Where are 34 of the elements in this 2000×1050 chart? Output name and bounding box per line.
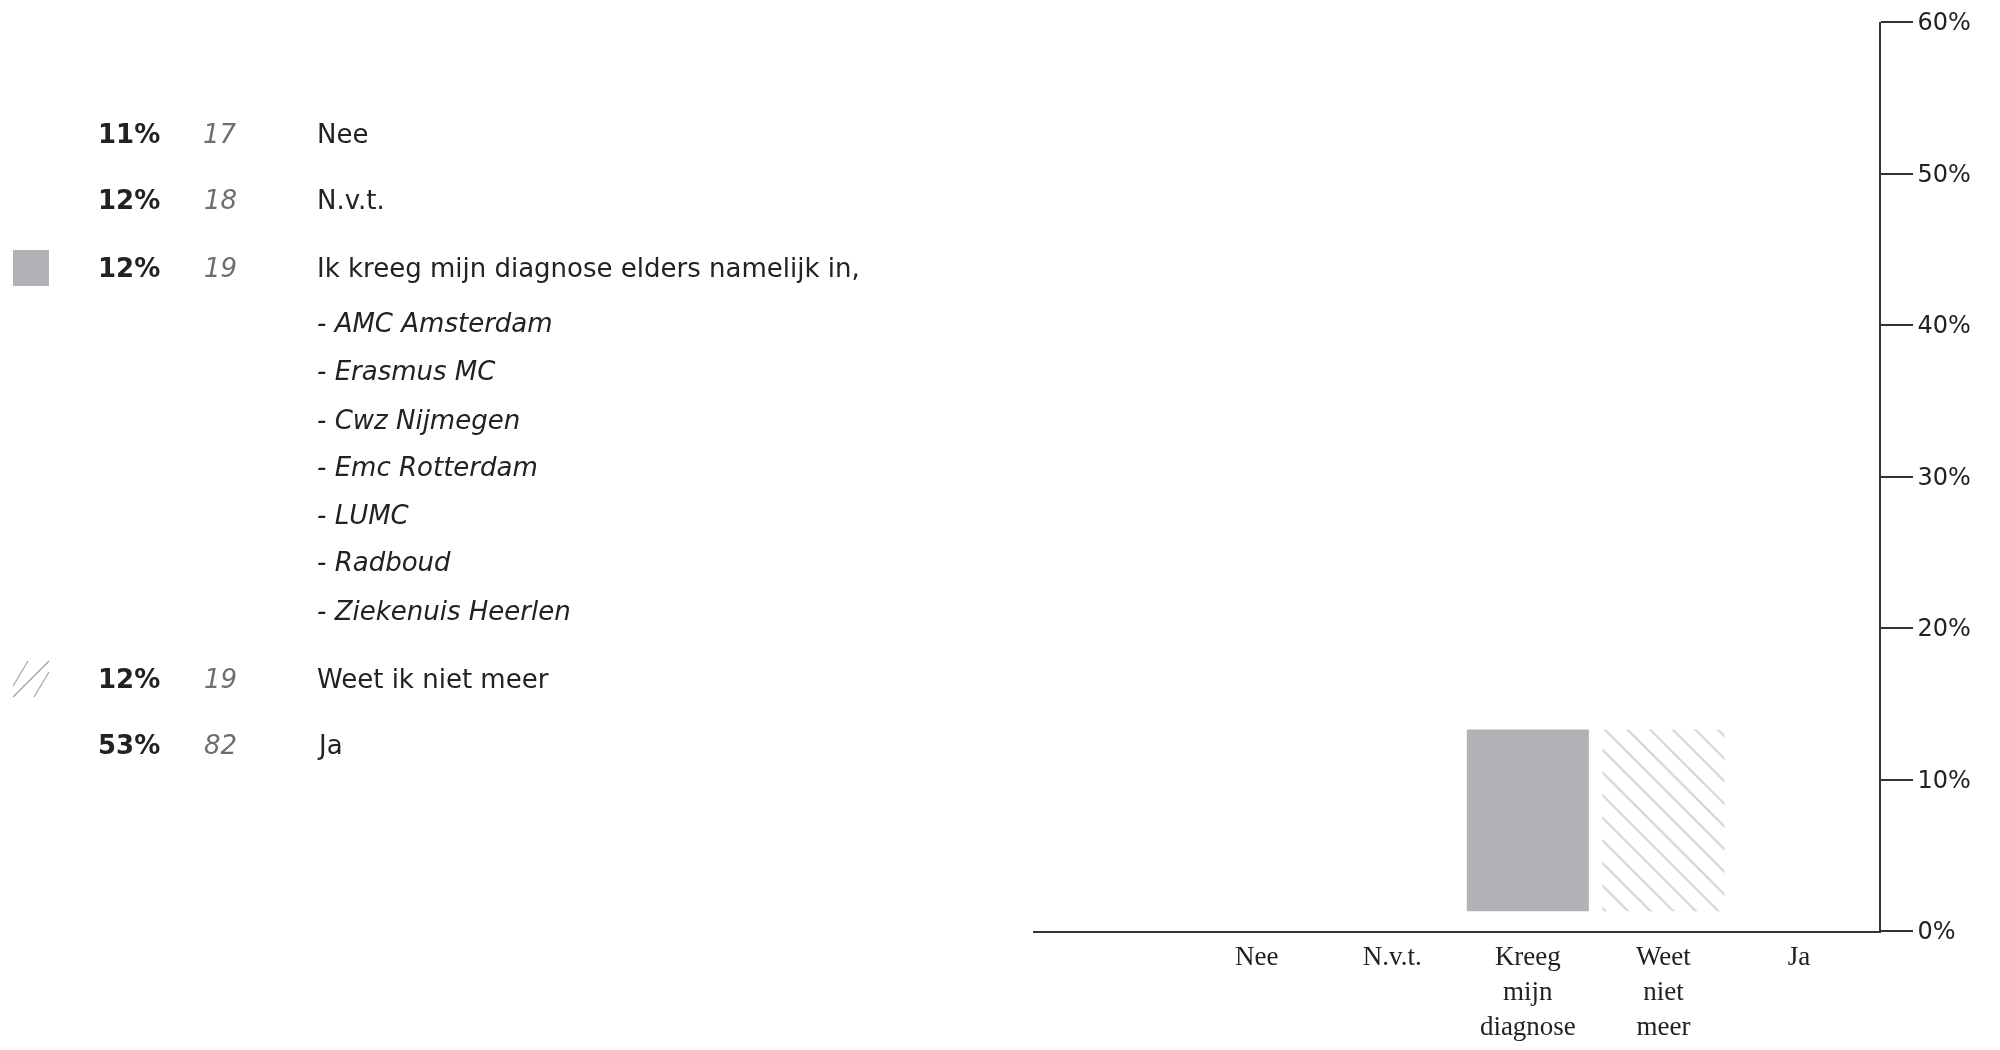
text: - AMC Amsterdam [317, 308, 553, 338]
text: 19 [204, 664, 238, 694]
text: 12% [98, 253, 161, 283]
text: Nee [317, 119, 369, 149]
y-tick-label: 0% [1917, 917, 1956, 946]
text: 82 [204, 730, 238, 760]
y-tick-label: 30% [1917, 462, 1971, 491]
text: 19 [204, 253, 238, 283]
text: - Ziekenuis Heerlen [317, 596, 571, 626]
x-tick-label: N.v.t. [1362, 941, 1422, 972]
x-tick-label: Kreeg mijn diagnose [1479, 941, 1576, 1042]
text: - Erasmus MC [317, 356, 497, 386]
y-tick-label: 60% [1917, 8, 1971, 37]
text: Ik kreeg mijn diagnose elders namelijk in, [317, 253, 860, 283]
y-tick-label: 50% [1917, 159, 1971, 188]
text: Weet ik niet meer [317, 664, 549, 694]
text: 12% [98, 185, 161, 215]
text: - Radboud [317, 547, 452, 577]
text: 18 [204, 185, 238, 215]
x-tick-label: Weet niet meer [1636, 941, 1692, 1042]
text: 11% [98, 119, 161, 149]
text: - LUMC [317, 500, 410, 530]
text: N.v.t. [317, 185, 385, 215]
y-tick-label: 40% [1917, 311, 1971, 340]
x-tick-label: Ja [1787, 941, 1811, 972]
text: 17 [203, 119, 237, 149]
text: - Emc Rotterdam [317, 452, 538, 482]
text: 12% [98, 664, 161, 694]
text: - Cwz Nijmegen [317, 405, 521, 435]
x-tick-label: Nee [1234, 941, 1279, 972]
y-tick-label: 10% [1917, 765, 1971, 794]
y-tick-label: 20% [1917, 614, 1971, 643]
text: 53% [98, 730, 161, 760]
text: Ja [317, 730, 343, 760]
